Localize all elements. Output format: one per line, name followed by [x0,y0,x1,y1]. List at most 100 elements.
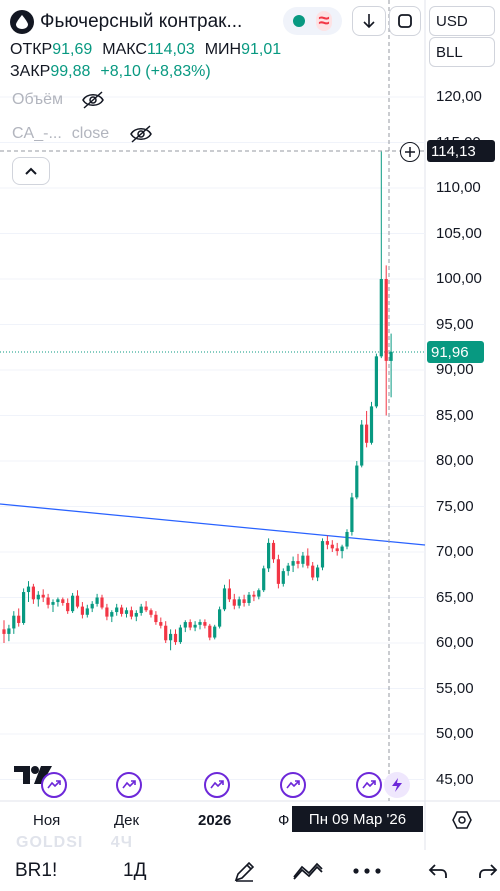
dividend-arrow-icon [286,780,300,789]
price-label: 85,00 [436,406,474,424]
dividend-arrow-icon [210,780,224,789]
unit-select[interactable]: BLL [429,37,495,67]
watermark-symbol: GOLDSI [16,834,84,851]
candle-body [301,555,305,564]
price-label: 55,00 [436,679,474,697]
candle-body [271,542,276,560]
candle-body [227,588,231,600]
candle-body [345,531,349,547]
event-marker[interactable] [41,772,67,798]
dividend-arrow-icon [362,780,376,789]
candle-body [355,465,359,498]
currency-value: USD [436,12,468,30]
indicator-ca[interactable]: CA_-... close [12,124,153,144]
candle-body [178,627,182,643]
last-price-tag: 91,96 [427,341,484,363]
price-label: 95,00 [436,315,474,333]
redo-button[interactable] [478,856,500,886]
event-marker[interactable] [116,772,142,798]
time-label-nov: Ноя [33,812,61,829]
price-label: 75,00 [436,497,474,515]
candle-body [61,599,65,603]
candle-body [340,546,344,552]
candle-body [252,594,256,597]
oil-drop-icon [10,10,34,34]
price-label: 50,00 [436,725,474,742]
candle-body [2,629,6,634]
event-marker[interactable] [356,772,382,798]
candle-body [169,633,173,641]
time-label-2026: 2026 [198,812,232,829]
low-label: МИН [204,41,242,58]
candle-body [41,594,45,598]
candle-body [311,565,315,578]
crosshair-add-button[interactable] [400,142,420,162]
price-label: 105,00 [436,224,482,242]
scroll-down-button[interactable] [352,6,386,36]
candle-body [262,568,266,591]
symbol-title: Фьючерсный контрак... [40,11,243,32]
candle-body [198,622,202,625]
candle-body [379,279,383,357]
change-value: +8,10 (+8,83%) [100,63,211,80]
market-status-pill[interactable]: ≈ [283,7,342,35]
candle-body [203,622,207,626]
candle-body [257,590,261,597]
candles [2,151,393,651]
chart-settings-button[interactable] [452,810,472,835]
candle-body [296,561,300,564]
event-marker-flash[interactable] [384,772,410,798]
open-label: ОТКР [10,41,53,58]
dividend-arrow-icon [47,780,61,789]
candle-body [115,607,119,613]
more-dots-icon [353,868,381,874]
price-label: 45,00 [436,770,474,788]
candle-body [17,615,21,623]
symbol-button[interactable]: BR1! [15,860,58,881]
undo-button[interactable] [426,856,450,886]
price-label: 100,00 [436,270,482,287]
drawing-tools-button[interactable] [230,856,260,886]
candle-body [80,606,84,615]
candle-body [365,424,369,443]
indicator-volume-label: Объём [12,91,63,108]
indicators-button[interactable] [290,856,326,886]
candle-body [75,595,80,607]
bottom-toolbar: BR1! 1Д [0,850,500,891]
close-value: 99,88 [50,63,91,80]
candle-body [66,602,70,612]
unit-value: BLL [436,43,463,61]
pen-icon [234,861,255,882]
crosshair-price-tag: 114,13 [427,140,495,162]
fullscreen-button[interactable] [389,6,421,36]
candle-body [51,602,55,605]
event-marker[interactable] [204,772,230,798]
ohlc-legend-row-2: ЗАКР99,88 +8,10 (+8,83%) [10,63,221,81]
candle-body [306,555,310,566]
interval-button[interactable]: 1Д [123,860,147,881]
candle-body [237,599,241,606]
candle-body [218,609,222,627]
redo-icon [479,864,498,878]
indicator-wave-icon [293,862,323,880]
delayed-data-icon: ≈ [315,11,333,31]
candle-body [95,597,99,604]
candle-body [129,610,133,617]
candle-body [213,626,217,638]
currency-select[interactable]: USD [429,6,495,36]
candle-body [286,565,290,572]
symbol-header[interactable]: Фьючерсный контрак... [10,9,242,35]
candle-body [110,612,114,617]
price-label: 70,00 [436,543,474,560]
indicator-volume[interactable]: Объём [12,90,105,110]
trendline[interactable] [0,503,426,546]
eye-hidden-icon[interactable] [129,124,153,144]
eye-hidden-icon[interactable] [81,90,105,110]
event-marker[interactable] [280,772,306,798]
more-button[interactable] [352,856,382,886]
lightning-icon [392,778,402,792]
candle-body [31,586,35,600]
collapse-legend-button[interactable] [12,157,50,185]
candle-body [232,599,236,606]
